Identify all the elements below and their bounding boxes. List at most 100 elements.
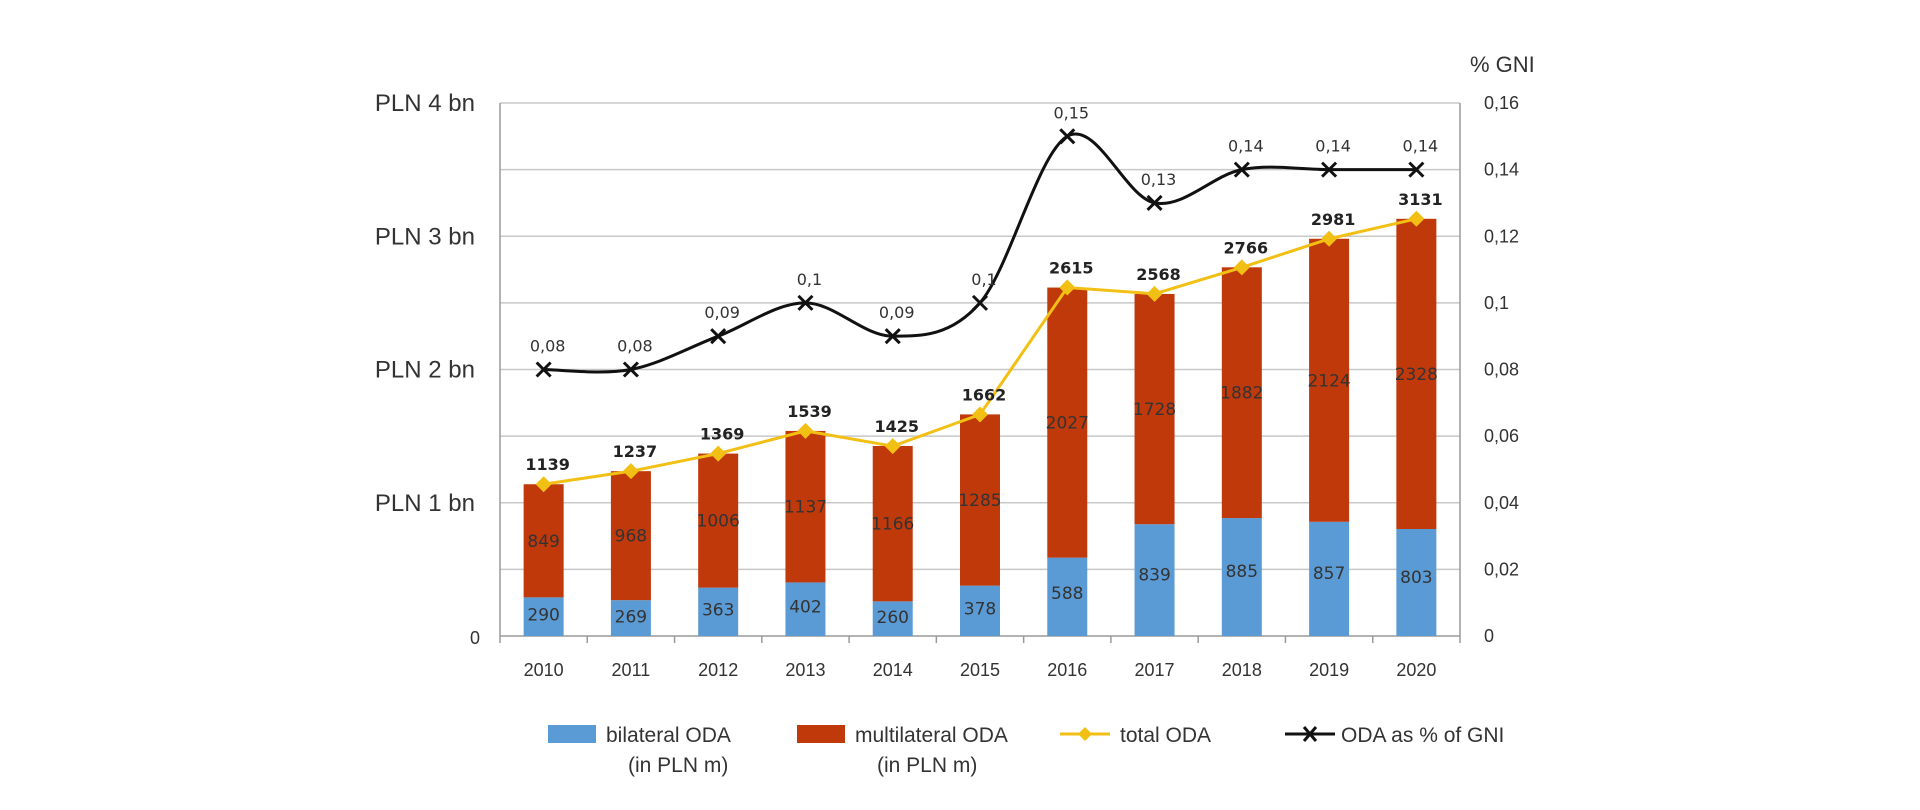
bilateral-bar	[872, 601, 913, 636]
bilateral-value-label: 588	[1051, 584, 1083, 604]
bilateral-value-label: 378	[964, 599, 996, 619]
gni-value-label: 0,09	[704, 303, 740, 322]
gni-value-label: 0,15	[1053, 103, 1089, 122]
x-tick-label: 2015	[960, 660, 1000, 680]
gni-value-label: 0,08	[617, 337, 653, 356]
legend-label: total ODA	[1120, 724, 1211, 747]
gni-marker	[884, 328, 901, 345]
multilateral-value-label: 849	[527, 532, 559, 552]
bilateral-value-label: 402	[789, 598, 821, 618]
legend-marker	[1078, 727, 1092, 741]
total-oda-marker	[797, 422, 814, 439]
bilateral-value-label: 290	[527, 606, 559, 626]
gni-value-label: 0,14	[1228, 137, 1264, 156]
right-tick-label: 0,04	[1484, 493, 1519, 513]
right-axis-title: % GNI	[1470, 52, 1535, 77]
total-oda-label: 1139	[525, 455, 570, 474]
multilateral-bar	[1221, 267, 1262, 519]
gni-marker	[1059, 128, 1076, 145]
total-oda-label: 1662	[962, 386, 1007, 405]
total-oda-label: 1539	[787, 402, 832, 421]
legend-marker	[1302, 726, 1318, 742]
multilateral-value-label: 1285	[958, 491, 1001, 511]
total-oda-marker	[1059, 279, 1076, 296]
x-tick-label: 2014	[873, 660, 913, 680]
right-tick-label: 0,06	[1484, 426, 1519, 446]
total-oda-marker	[1321, 230, 1338, 247]
multilateral-bar	[960, 414, 1000, 586]
bilateral-bar	[1309, 521, 1350, 636]
multilateral-value-label: 2027	[1046, 414, 1089, 434]
multilateral-value-label: 1166	[871, 515, 914, 535]
bilateral-value-label: 885	[1226, 562, 1258, 582]
multilateral-value-label: 1006	[697, 512, 740, 532]
multilateral-bar	[785, 430, 826, 583]
left-tick-label: PLN 2 bn	[375, 357, 475, 384]
right-tick-label: 0,14	[1484, 160, 1519, 180]
right-tick-label: 0,1	[1484, 293, 1509, 313]
bilateral-bar	[1221, 518, 1262, 636]
x-tick-label: 2019	[1309, 660, 1349, 680]
right-tick-label: 0,08	[1484, 360, 1519, 380]
x-tick-label: 2011	[612, 660, 651, 680]
bilateral-bar	[1134, 524, 1175, 636]
left-tick-label: PLN 1 bn	[375, 490, 475, 517]
bilateral-bar	[785, 582, 826, 636]
legend-label-line2: (in PLN m)	[877, 754, 977, 777]
gni-marker	[1146, 194, 1163, 211]
bilateral-bar	[960, 585, 1000, 636]
legend-label: bilateral ODA	[606, 724, 731, 747]
gni-value-label: 0,09	[879, 303, 915, 322]
multilateral-bar	[610, 471, 651, 601]
multilateral-value-label: 2328	[1395, 365, 1438, 385]
gni-value-label: 0,14	[1403, 137, 1439, 156]
multilateral-value-label: 1137	[784, 498, 827, 518]
total-oda-marker	[535, 476, 552, 493]
gni-line	[543, 132, 1417, 374]
total-oda-marker	[1146, 285, 1163, 302]
total-oda-marker	[1233, 259, 1250, 276]
gni-marker	[622, 361, 639, 378]
total-oda-label: 1425	[874, 417, 919, 436]
bilateral-bar	[1396, 529, 1437, 636]
multilateral-value-label: 968	[615, 527, 647, 547]
gni-marker	[797, 294, 814, 311]
total-oda-marker	[972, 406, 988, 423]
gni-marker	[1233, 161, 1250, 178]
bilateral-value-label: 803	[1400, 568, 1432, 588]
left-tick-label: PLN 3 bn	[375, 223, 475, 250]
total-oda-label: 3131	[1398, 190, 1443, 209]
bilateral-bar	[610, 600, 651, 636]
legend-swatch	[797, 725, 845, 743]
gni-value-label: 0,13	[1141, 170, 1177, 189]
bilateral-value-label: 839	[1138, 566, 1170, 586]
total-oda-label: 2568	[1136, 265, 1181, 284]
bilateral-bar	[698, 587, 739, 636]
bilateral-value-label: 857	[1313, 564, 1345, 584]
gni-value-label: 0,1	[797, 270, 822, 289]
gni-marker	[710, 328, 727, 345]
gni-value-label: 0,08	[530, 337, 566, 356]
multilateral-bar	[1396, 218, 1437, 530]
right-tick-label: 0,02	[1484, 559, 1519, 579]
gni-value-label: 0,1	[971, 270, 996, 289]
multilateral-bar	[523, 484, 564, 598]
x-tick-label: 2013	[785, 660, 825, 680]
gni-marker	[1321, 161, 1338, 178]
bilateral-bar	[523, 597, 564, 636]
total-oda-marker	[884, 438, 901, 455]
gni-marker	[535, 361, 552, 378]
multilateral-bar	[872, 445, 913, 602]
x-tick-label: 2012	[698, 660, 738, 680]
multilateral-bar	[698, 453, 739, 588]
x-tick-label: 2010	[524, 660, 564, 680]
left-tick-label: PLN 4 bn	[375, 90, 475, 117]
legend-label: multilateral ODA	[855, 724, 1008, 747]
total-oda-label: 2766	[1224, 238, 1269, 257]
bilateral-value-label: 363	[702, 600, 734, 620]
total-oda-marker	[1408, 210, 1425, 227]
multilateral-bar	[1134, 293, 1175, 525]
bilateral-value-label: 269	[615, 607, 647, 627]
bilateral-value-label: 260	[877, 608, 909, 628]
